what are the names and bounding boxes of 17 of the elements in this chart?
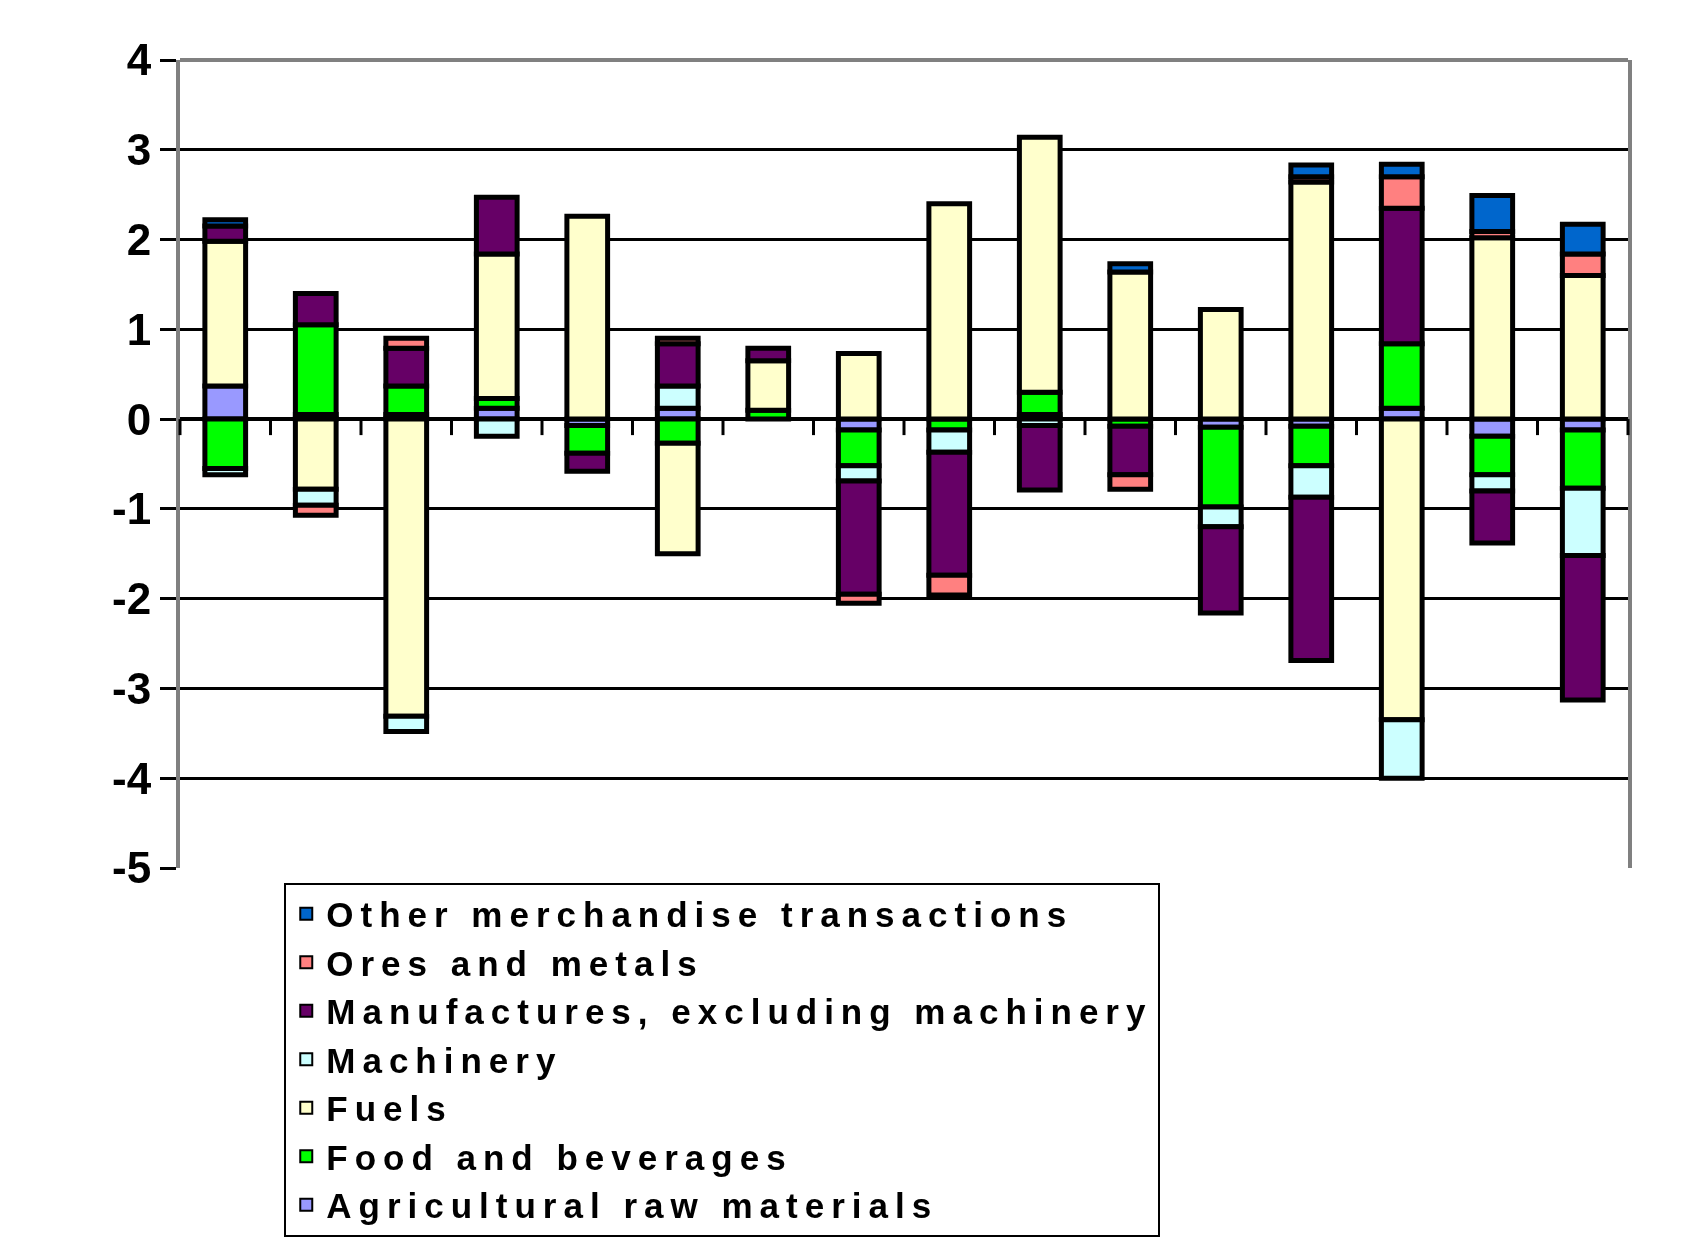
legend-label: Fuels [326, 1089, 453, 1129]
y-tick-label: 1 [126, 304, 152, 354]
y-tick-label: -4 [112, 753, 152, 803]
y-tick-label: -2 [112, 574, 152, 624]
legend-label: Manufactures, excluding machinery [326, 992, 1153, 1032]
legend-label: Agricultural raw materials [326, 1186, 939, 1226]
legend-label: Food and beverages [326, 1137, 793, 1177]
legend-label: Other merchandise transactions [326, 895, 1074, 935]
y-tick-label: -1 [112, 484, 152, 534]
legend-label: Machinery [326, 1040, 563, 1080]
legend-label: Ores and metals [326, 943, 704, 983]
y-tick-label: 2 [126, 214, 152, 264]
y-tick-label: -3 [112, 663, 152, 713]
y-tick-label: -5 [112, 843, 152, 893]
y-tick-label: 0 [126, 394, 152, 444]
y-tick-label: 4 [126, 35, 152, 85]
y-tick-label: 3 [126, 125, 152, 175]
